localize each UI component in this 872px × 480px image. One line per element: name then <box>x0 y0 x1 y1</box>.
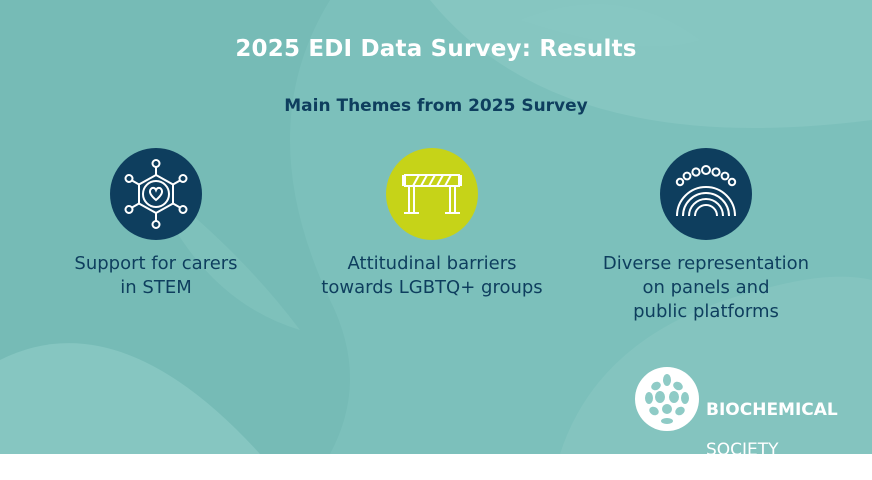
network-heart-icon <box>110 148 202 240</box>
theme-label-representation: Diverse representation on panels and pub… <box>602 253 810 322</box>
theme-label-barriers: Attitudinal barriers towards LGBTQ+ grou… <box>321 253 543 298</box>
slide-subtitle: Main Themes from 2025 Survey <box>284 96 588 116</box>
slide-title: 2025 EDI Data Survey: Results <box>235 36 637 62</box>
representation-theme-icon-circle <box>660 148 752 240</box>
people-rainbow-icon <box>660 148 752 240</box>
logo-wordmark: BIOCHEMICAL SOCIETY <box>706 380 838 480</box>
barrier-icon <box>386 148 478 240</box>
logo-line-1: BIOCHEMICAL <box>706 400 838 420</box>
carers-theme-icon-circle <box>110 148 202 240</box>
barriers-theme-icon-circle <box>386 148 478 240</box>
biochemical-society-logo: BIOCHEMICAL SOCIETY <box>634 366 866 460</box>
theme-label-carers: Support for carers in STEM <box>74 253 238 298</box>
biochemical-society-logo-icon <box>635 367 699 431</box>
logo-line-2: SOCIETY <box>706 440 779 460</box>
